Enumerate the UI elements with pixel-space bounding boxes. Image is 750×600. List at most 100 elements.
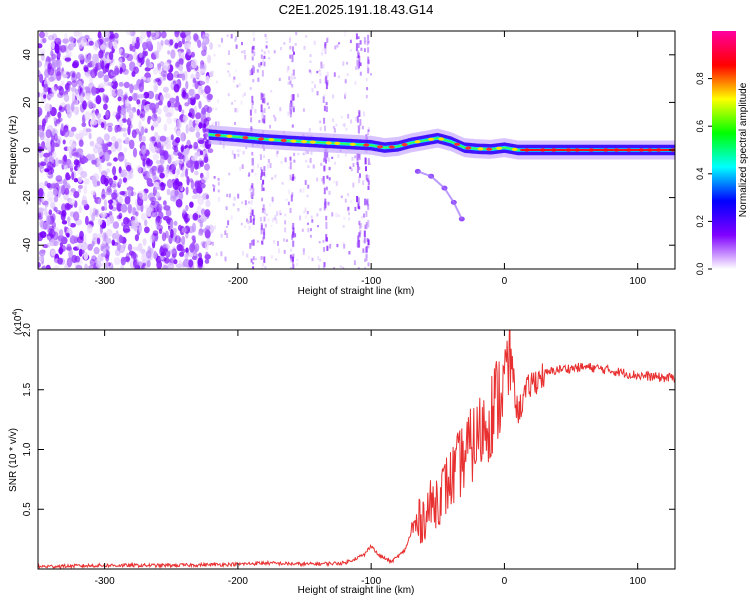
noise-blob [173, 83, 180, 93]
ridge-peak [438, 137, 445, 141]
noise-blob [170, 219, 174, 229]
noise-blob [188, 126, 196, 133]
sparse-noise-mark [350, 168, 353, 172]
sparse-noise-mark [348, 217, 351, 221]
noise-blob [60, 102, 66, 107]
sparse-noise-mark [291, 76, 294, 81]
noise-blob [139, 248, 146, 254]
noise-blob [38, 188, 44, 197]
streak-mark [325, 75, 328, 83]
noise-blob [173, 220, 178, 226]
noise-blob [114, 124, 119, 133]
noise-blob [129, 83, 134, 94]
noise-blob [152, 230, 159, 237]
noise-blob [126, 164, 132, 172]
noise-blob [98, 87, 105, 93]
noise-blob [70, 86, 77, 93]
noise-blob [167, 100, 172, 108]
y-tick-label: 1.5 [22, 382, 33, 396]
noise-blob [59, 229, 64, 237]
x-tick-label: -100 [361, 276, 381, 287]
noise-blob [146, 259, 151, 268]
sparse-noise-mark [249, 87, 252, 90]
streak-mark [263, 256, 266, 263]
noise-blob [200, 172, 204, 179]
noise-blob [204, 38, 209, 46]
streak-mark [262, 204, 265, 211]
sparse-noise-mark [268, 106, 270, 109]
noise-blob [52, 188, 59, 197]
noise-blob [176, 168, 181, 176]
noise-blob [201, 49, 207, 57]
noise-blob [38, 262, 41, 268]
streak-mark [367, 56, 370, 64]
noise-blob [183, 114, 187, 119]
noise-blob [107, 185, 112, 193]
x-tick-label: -300 [95, 576, 115, 587]
streak-mark [359, 71, 362, 76]
streak-mark [323, 165, 326, 170]
noise-blob [205, 199, 211, 208]
noise-blob [206, 93, 213, 101]
noise-blob [170, 102, 176, 108]
noise-blob [91, 159, 97, 165]
noise-blob [94, 40, 101, 48]
noise-blob [144, 128, 148, 133]
sparse-noise-mark [332, 118, 334, 122]
noise-blob [75, 153, 82, 158]
noise-blob [191, 235, 196, 241]
noise-blob [54, 133, 58, 142]
sparse-noise-mark [241, 42, 243, 46]
noise-blob [159, 135, 167, 142]
sparse-noise-mark [363, 213, 365, 218]
streak-mark [260, 169, 263, 177]
noise-blob [173, 259, 178, 265]
noise-blob [175, 263, 183, 268]
sparse-noise-mark [216, 80, 218, 84]
ridge-peak [454, 142, 461, 146]
sparse-noise-mark [251, 53, 254, 57]
sparse-noise-mark [333, 72, 336, 77]
streak-mark [289, 45, 292, 50]
streak-mark [324, 153, 327, 162]
noise-blob [46, 198, 54, 203]
noise-blob [84, 263, 88, 269]
noise-blob [136, 99, 141, 105]
streak-mark [324, 44, 327, 49]
streak-mark [292, 175, 295, 181]
noise-blob [62, 155, 67, 165]
noise-blob [53, 265, 60, 269]
noise-blob [120, 50, 126, 58]
noise-blob [77, 176, 83, 183]
noise-blob [78, 85, 82, 95]
noise-blob [67, 216, 71, 223]
noise-blob [112, 77, 116, 82]
sparse-noise-mark [225, 225, 228, 228]
noise-blob [95, 260, 102, 269]
noise-blob [106, 228, 113, 237]
noise-blob [38, 43, 43, 49]
noise-blob [121, 127, 127, 132]
sparse-noise-mark [362, 239, 365, 243]
noise-blob [70, 102, 75, 112]
sparse-noise-mark [311, 88, 314, 93]
sparse-noise-mark [228, 73, 231, 77]
sparse-noise-mark [279, 107, 282, 112]
noise-blob [38, 255, 44, 262]
sparse-noise-mark [247, 174, 250, 177]
sparse-noise-mark [293, 159, 296, 163]
streak-mark [292, 259, 294, 264]
sparse-noise-mark [264, 265, 267, 269]
noise-blob [140, 31, 147, 39]
streak-mark [263, 119, 266, 124]
sparse-noise-mark [257, 63, 260, 68]
streak-mark [263, 108, 266, 114]
noise-blob [135, 36, 140, 44]
noise-blob [160, 182, 164, 187]
sparse-noise-mark [215, 107, 218, 111]
sparse-noise-mark [365, 224, 368, 230]
sparse-noise-mark [307, 255, 310, 260]
noise-blob [48, 93, 54, 98]
streak-mark [251, 104, 254, 110]
sparse-noise-mark [363, 111, 366, 117]
